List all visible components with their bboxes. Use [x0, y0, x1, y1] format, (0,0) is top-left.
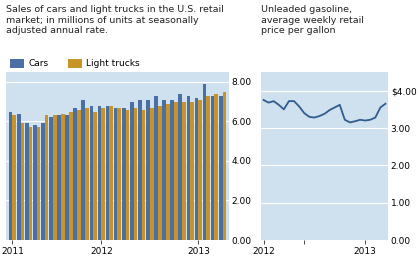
Bar [146, 100, 150, 240]
Bar [142, 109, 145, 240]
Bar [97, 106, 101, 240]
Bar [13, 115, 16, 240]
Bar [223, 92, 226, 240]
Bar [186, 96, 190, 240]
Bar [45, 115, 48, 240]
Bar [126, 109, 129, 240]
Bar [89, 106, 93, 240]
Bar [74, 108, 77, 240]
Bar [85, 108, 89, 240]
Bar [101, 108, 105, 240]
Bar [150, 108, 154, 240]
Bar [134, 108, 137, 240]
Bar [68, 59, 82, 68]
Bar [81, 100, 85, 240]
Bar [203, 84, 206, 240]
Bar [138, 100, 142, 240]
Bar [219, 96, 223, 240]
Bar [154, 96, 158, 240]
Bar [130, 102, 134, 240]
Bar [106, 106, 110, 240]
Bar [49, 118, 53, 240]
Bar [122, 108, 126, 240]
Bar [166, 104, 170, 240]
Bar [9, 112, 13, 240]
Bar [29, 127, 32, 240]
Bar [69, 112, 73, 240]
Bar [21, 124, 24, 240]
Text: Light trucks: Light trucks [86, 58, 140, 68]
Bar [110, 106, 113, 240]
Bar [211, 96, 215, 240]
Bar [206, 96, 210, 240]
Bar [182, 102, 186, 240]
Bar [171, 100, 174, 240]
Bar [37, 127, 40, 240]
Bar [61, 114, 65, 240]
Bar [17, 114, 21, 240]
Bar [198, 100, 202, 240]
Text: Cars: Cars [28, 58, 48, 68]
Text: Sales of cars and light trucks in the U.S. retail
market; in millions of units a: Sales of cars and light trucks in the U.… [6, 5, 224, 35]
Bar [41, 124, 45, 240]
Bar [118, 108, 121, 240]
Bar [65, 115, 69, 240]
Bar [25, 124, 29, 240]
Bar [10, 59, 24, 68]
Bar [57, 115, 61, 240]
Bar [33, 125, 37, 240]
Bar [190, 102, 194, 240]
Bar [174, 102, 178, 240]
Text: Unleaded gasoline,
average weekly retail
price per gallon: Unleaded gasoline, average weekly retail… [261, 5, 364, 35]
Bar [93, 112, 97, 240]
Bar [114, 108, 118, 240]
Bar [162, 100, 166, 240]
Bar [215, 94, 218, 240]
Bar [53, 115, 57, 240]
Bar [178, 94, 182, 240]
Bar [194, 98, 198, 240]
Bar [77, 109, 81, 240]
Bar [158, 106, 162, 240]
